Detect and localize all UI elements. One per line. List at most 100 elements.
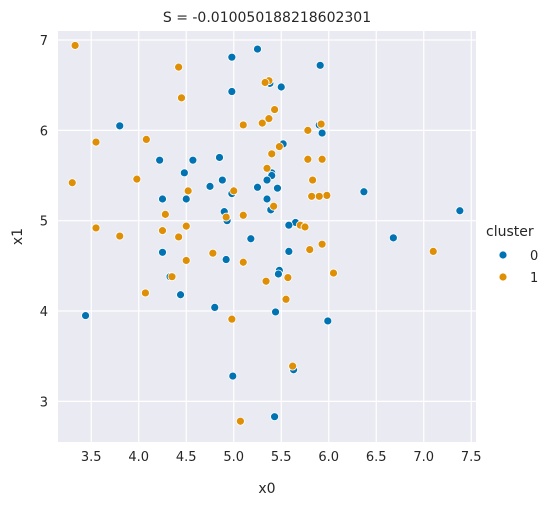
data-point-cluster-1 xyxy=(305,245,315,254)
data-point-cluster-0 xyxy=(221,255,231,264)
data-point-cluster-1 xyxy=(288,361,298,371)
x-tick-label: 6.0 xyxy=(318,450,339,465)
data-point-cluster-0 xyxy=(179,168,189,178)
data-point-cluster-1 xyxy=(274,142,284,152)
data-point-cluster-1 xyxy=(260,78,270,87)
data-point-cluster-1 xyxy=(283,273,293,283)
data-point-cluster-1 xyxy=(181,256,191,265)
data-point-cluster-1 xyxy=(132,174,142,184)
data-point-cluster-1 xyxy=(174,62,184,72)
x-tick-label: 5.5 xyxy=(271,450,292,465)
legend-marker-cluster-0 xyxy=(498,250,508,260)
data-point-cluster-0 xyxy=(210,303,220,312)
data-point-cluster-1 xyxy=(181,221,191,231)
data-point-cluster-1 xyxy=(141,134,151,144)
data-point-cluster-1 xyxy=(158,226,167,236)
data-point-cluster-0 xyxy=(246,234,256,244)
data-point-cluster-0 xyxy=(228,371,238,381)
data-point-cluster-0 xyxy=(262,175,272,185)
data-point-cluster-1 xyxy=(227,314,237,324)
data-point-cluster-0 xyxy=(253,44,262,54)
data-points xyxy=(67,41,465,426)
data-point-cluster-0 xyxy=(388,233,398,243)
data-point-cluster-0 xyxy=(262,194,272,204)
data-point-cluster-0 xyxy=(181,194,191,204)
legend: cluster 0 1 xyxy=(486,224,538,286)
data-point-cluster-0 xyxy=(176,290,185,300)
y-axis-label: x1 xyxy=(10,228,26,245)
x-tick-label: 7.0 xyxy=(413,450,434,465)
x-tick-label: 6.5 xyxy=(366,450,387,465)
data-point-cluster-1 xyxy=(235,416,245,426)
legend-label-cluster-1: 1 xyxy=(530,271,538,286)
data-point-cluster-1 xyxy=(261,276,271,286)
data-point-cluster-0 xyxy=(217,175,227,185)
data-point-cluster-1 xyxy=(229,186,239,196)
data-point-cluster-1 xyxy=(270,105,280,114)
data-point-cluster-1 xyxy=(267,149,277,159)
data-point-cluster-1 xyxy=(91,137,101,147)
data-point-cluster-0 xyxy=(359,187,369,197)
data-point-cluster-1 xyxy=(300,222,310,232)
data-point-cluster-1 xyxy=(160,209,170,219)
data-point-cluster-1 xyxy=(322,190,332,200)
x-tick-label: 4.5 xyxy=(176,450,197,465)
data-point-cluster-0 xyxy=(215,153,224,162)
data-point-cluster-1 xyxy=(281,294,291,304)
data-point-cluster-0 xyxy=(271,307,280,317)
data-point-cluster-1 xyxy=(221,212,231,222)
data-point-cluster-0 xyxy=(455,206,465,216)
data-point-cluster-0 xyxy=(270,412,280,422)
data-point-cluster-0 xyxy=(284,247,294,256)
data-point-cluster-1 xyxy=(269,201,279,211)
data-point-cluster-1 xyxy=(314,191,324,201)
tick-labels: 3.5 4.0 4.5 5.0 5.5 6.0 6.5 7.0 7.5 3 4 5 6 7 xyxy=(40,34,482,465)
data-point-cluster-0 xyxy=(158,194,167,204)
data-point-cluster-0 xyxy=(188,155,198,165)
data-point-cluster-0 xyxy=(158,247,167,257)
y-tick-label: 3 xyxy=(40,395,48,410)
data-point-cluster-1 xyxy=(264,114,274,124)
data-point-cluster-0 xyxy=(315,60,325,70)
data-point-cluster-0 xyxy=(323,316,333,326)
data-point-cluster-1 xyxy=(428,247,438,256)
data-point-cluster-0 xyxy=(284,220,294,230)
data-point-cluster-1 xyxy=(140,288,150,298)
data-point-cluster-1 xyxy=(329,268,338,278)
data-point-cluster-0 xyxy=(81,311,90,320)
data-point-cluster-1 xyxy=(67,178,77,188)
data-point-cluster-1 xyxy=(167,272,177,282)
data-point-cluster-1 xyxy=(317,154,327,164)
data-point-cluster-1 xyxy=(262,163,272,173)
data-point-cluster-1 xyxy=(257,118,267,128)
plot-area xyxy=(58,31,476,442)
legend-title: cluster xyxy=(486,224,534,240)
data-point-cluster-0 xyxy=(205,181,215,191)
data-point-cluster-1 xyxy=(238,257,248,267)
data-point-cluster-0 xyxy=(115,121,125,131)
legend-marker-cluster-1 xyxy=(498,272,508,282)
data-point-cluster-0 xyxy=(273,183,282,193)
data-point-cluster-1 xyxy=(183,186,193,196)
y-tick-label: 5 xyxy=(40,215,48,230)
data-point-cluster-1 xyxy=(303,154,313,164)
data-point-cluster-1 xyxy=(115,231,125,241)
x-tick-label: 5.0 xyxy=(223,450,244,465)
data-point-cluster-1 xyxy=(308,175,318,185)
data-point-cluster-1 xyxy=(91,223,101,233)
data-point-cluster-1 xyxy=(174,232,184,242)
y-tick-label: 6 xyxy=(40,124,48,139)
legend-label-cluster-0: 0 xyxy=(530,249,538,264)
y-tick-label: 7 xyxy=(40,34,48,49)
x-tick-label: 3.5 xyxy=(81,450,102,465)
data-point-cluster-0 xyxy=(273,269,283,279)
chart-title: S = -0.010050188218602301 xyxy=(163,10,371,26)
x-axis-label: x0 xyxy=(258,481,275,497)
x-tick-label: 4.0 xyxy=(128,450,149,465)
x-tick-label: 7.5 xyxy=(461,450,482,465)
data-point-cluster-1 xyxy=(238,210,248,220)
data-point-cluster-1 xyxy=(70,41,80,50)
data-point-cluster-1 xyxy=(316,119,326,129)
data-point-cluster-0 xyxy=(317,128,327,138)
